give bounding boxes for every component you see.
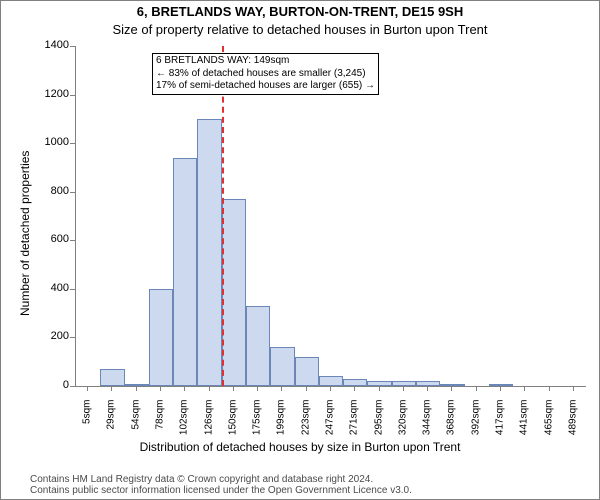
y-tick-mark — [70, 240, 75, 241]
x-tick-mark — [257, 386, 258, 391]
y-tick-label: 400 — [35, 282, 69, 294]
histogram-bar — [367, 381, 391, 386]
y-tick-label: 1400 — [35, 39, 69, 51]
x-tick-label: 199sqm — [276, 400, 287, 450]
x-tick-mark — [306, 386, 307, 391]
x-tick-mark — [111, 386, 112, 391]
x-tick-mark — [549, 386, 550, 391]
histogram-bar — [343, 379, 367, 386]
y-tick-mark — [70, 289, 75, 290]
x-tick-label: 54sqm — [130, 400, 141, 450]
x-tick-label: 344sqm — [422, 400, 433, 450]
title-address: 6, BRETLANDS WAY, BURTON-ON-TRENT, DE15 … — [0, 4, 600, 19]
x-tick-label: 150sqm — [227, 400, 238, 450]
x-tick-mark — [500, 386, 501, 391]
histogram-bar — [100, 369, 124, 386]
x-tick-mark — [330, 386, 331, 391]
y-tick-mark — [70, 143, 75, 144]
x-tick-label: 102sqm — [179, 400, 190, 450]
y-tick-mark — [70, 95, 75, 96]
x-tick-mark — [379, 386, 380, 391]
y-tick-mark — [70, 192, 75, 193]
y-tick-mark — [70, 46, 75, 47]
x-tick-label: 489sqm — [567, 400, 578, 450]
histogram-bar — [222, 199, 246, 386]
x-tick-label: 320sqm — [397, 400, 408, 450]
y-tick-label: 1000 — [35, 136, 69, 148]
x-tick-mark — [403, 386, 404, 391]
histogram-bar — [392, 381, 416, 386]
y-tick-label: 200 — [35, 330, 69, 342]
histogram-bar — [319, 376, 343, 386]
x-tick-label: 175sqm — [252, 400, 263, 450]
x-tick-label: 29sqm — [106, 400, 117, 450]
y-tick-mark — [70, 337, 75, 338]
annotation-line-1: 6 BRETLANDS WAY: 149sqm — [156, 55, 375, 68]
y-tick-label: 800 — [35, 185, 69, 197]
histogram-bar — [416, 381, 440, 386]
x-tick-mark — [451, 386, 452, 391]
x-tick-mark — [281, 386, 282, 391]
property-marker-line — [222, 46, 224, 386]
annotation-line-2: ← 83% of detached houses are smaller (3,… — [156, 68, 375, 81]
x-tick-label: 78sqm — [155, 400, 166, 450]
x-tick-mark — [233, 386, 234, 391]
title-subtitle: Size of property relative to detached ho… — [0, 22, 600, 37]
x-tick-label: 5sqm — [82, 400, 93, 450]
x-tick-mark — [573, 386, 574, 391]
histogram-bar — [173, 158, 197, 386]
x-tick-label: 223sqm — [300, 400, 311, 450]
histogram-bar — [246, 306, 270, 386]
x-tick-mark — [160, 386, 161, 391]
x-tick-label: 295sqm — [373, 400, 384, 450]
footer-line-1: Contains HM Land Registry data © Crown c… — [0, 474, 600, 485]
annotation-box: 6 BRETLANDS WAY: 149sqm ← 83% of detache… — [152, 53, 379, 95]
plot-area: 6 BRETLANDS WAY: 149sqm ← 83% of detache… — [75, 46, 586, 387]
x-tick-label: 126sqm — [203, 400, 214, 450]
x-tick-label: 247sqm — [325, 400, 336, 450]
x-tick-label: 417sqm — [495, 400, 506, 450]
figure-root: 6, BRETLANDS WAY, BURTON-ON-TRENT, DE15 … — [0, 0, 600, 500]
x-tick-mark — [87, 386, 88, 391]
annotation-line-3: 17% of semi-detached houses are larger (… — [156, 80, 375, 93]
footer: Contains HM Land Registry data © Crown c… — [0, 474, 600, 496]
x-tick-mark — [209, 386, 210, 391]
x-tick-label: 465sqm — [543, 400, 554, 450]
x-tick-label: 392sqm — [470, 400, 481, 450]
histogram-bar — [440, 384, 464, 386]
histogram-bar — [295, 357, 319, 386]
y-tick-label: 600 — [35, 233, 69, 245]
footer-line-2: Contains public sector information licen… — [0, 485, 600, 496]
y-tick-mark — [70, 386, 75, 387]
x-tick-mark — [136, 386, 137, 391]
histogram-bar — [270, 347, 294, 386]
histogram-bar — [197, 119, 221, 386]
x-tick-mark — [427, 386, 428, 391]
x-tick-mark — [524, 386, 525, 391]
x-tick-mark — [354, 386, 355, 391]
x-tick-label: 271sqm — [349, 400, 360, 450]
y-axis-label: Number of detached properties — [18, 151, 32, 316]
histogram-bar — [125, 384, 149, 386]
x-tick-mark — [184, 386, 185, 391]
histogram-bar — [149, 289, 173, 386]
y-tick-label: 1200 — [35, 88, 69, 100]
y-tick-label: 0 — [35, 379, 69, 391]
x-tick-label: 441sqm — [519, 400, 530, 450]
x-tick-label: 368sqm — [446, 400, 457, 450]
x-tick-mark — [476, 386, 477, 391]
